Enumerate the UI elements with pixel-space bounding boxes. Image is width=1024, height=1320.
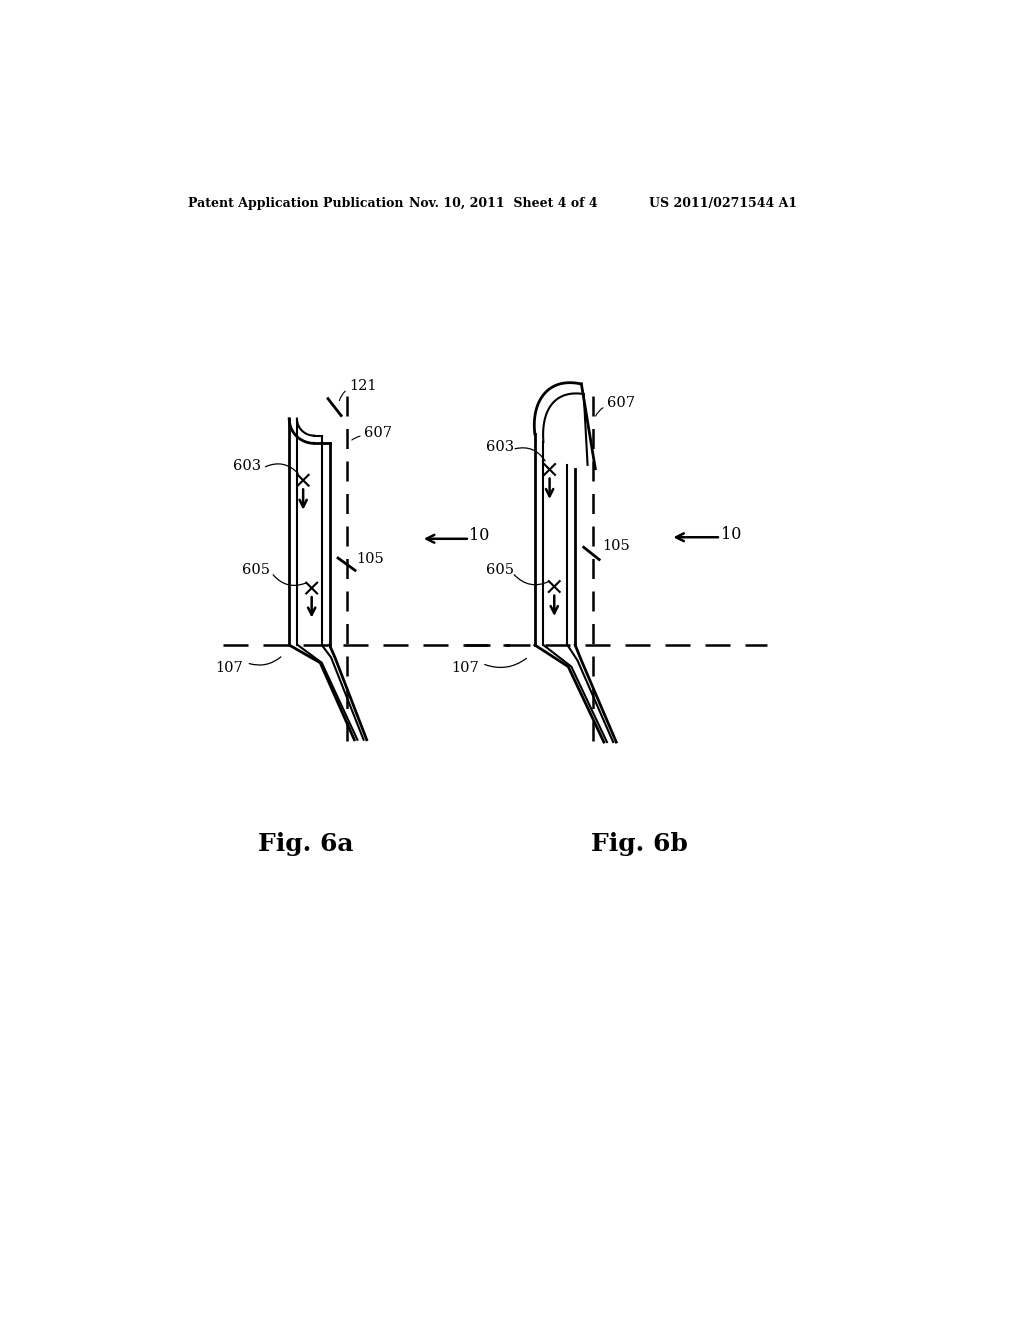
Text: 607: 607: [365, 425, 392, 440]
Text: 121: 121: [349, 379, 377, 393]
Text: 107: 107: [216, 661, 244, 675]
Text: 607: 607: [607, 396, 635, 411]
Text: 605: 605: [486, 562, 514, 577]
Text: 10: 10: [469, 527, 489, 544]
Text: Nov. 10, 2011  Sheet 4 of 4: Nov. 10, 2011 Sheet 4 of 4: [409, 197, 597, 210]
Text: 605: 605: [242, 564, 270, 577]
Text: Fig. 6b: Fig. 6b: [591, 832, 688, 855]
Text: Patent Application Publication: Patent Application Publication: [188, 197, 403, 210]
Text: Fig. 6a: Fig. 6a: [258, 832, 354, 855]
Text: 603: 603: [486, 440, 514, 454]
Text: 105: 105: [356, 552, 384, 566]
Text: 603: 603: [233, 459, 261, 474]
Text: 10: 10: [721, 525, 741, 543]
Text: US 2011/0271544 A1: US 2011/0271544 A1: [649, 197, 797, 210]
Text: 107: 107: [452, 661, 479, 675]
Text: 105: 105: [602, 540, 630, 553]
